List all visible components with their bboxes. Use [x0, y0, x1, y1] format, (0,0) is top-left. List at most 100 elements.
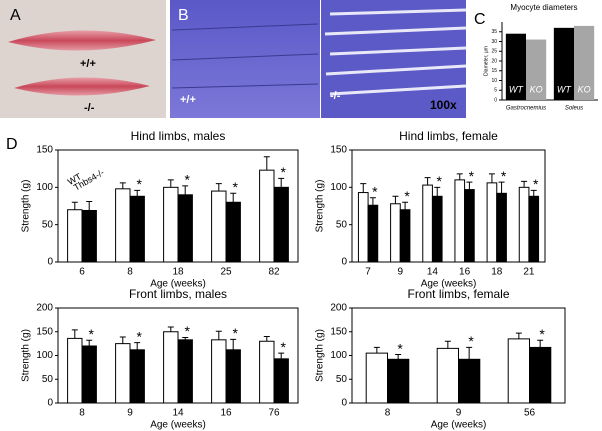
bar: [458, 358, 481, 404]
x-tick-label: 16: [220, 408, 232, 419]
y-tick-label: 20: [491, 58, 497, 64]
bar: [81, 209, 97, 263]
x-tick-label: 56: [524, 408, 536, 419]
significance-marker: *: [280, 339, 286, 355]
y-tick-label: 15: [491, 68, 497, 74]
bar: [436, 347, 460, 404]
significance-marker: *: [533, 176, 539, 192]
y-tick-label: 150: [36, 326, 53, 337]
bar: [211, 190, 227, 263]
bar: [505, 33, 526, 101]
bar: [507, 338, 531, 404]
x-tick-label: 8: [127, 267, 133, 278]
error-bar: [466, 346, 473, 360]
error-bar: [86, 201, 93, 211]
bar: [526, 39, 547, 100]
significance-marker: *: [404, 188, 410, 204]
y-tick-label: 200: [330, 303, 347, 314]
x-tick-label: 6: [79, 267, 85, 278]
x-tick-label: 9: [397, 267, 403, 278]
y-tick-label: 0: [47, 398, 53, 409]
error-bar: [498, 181, 505, 194]
bar: [273, 186, 289, 263]
error-bar: [373, 346, 380, 354]
x-tick-label: 21: [523, 267, 535, 278]
x-tick-label: Gastrocnemius: [506, 106, 546, 112]
bar: [367, 204, 379, 263]
y-tick-label: 30: [491, 39, 497, 45]
bar: [357, 192, 369, 263]
y-tick-label: 50: [42, 219, 54, 230]
error-bar: [86, 339, 93, 346]
y-tick-label: 50: [42, 374, 54, 385]
error-bar: [215, 330, 222, 340]
y-tick-label: 150: [330, 326, 347, 337]
y-tick-label: 25: [491, 49, 497, 55]
significance-marker: *: [184, 172, 190, 188]
chart-title: Myocyte diameters: [510, 3, 577, 12]
bar: [422, 184, 433, 263]
error-bar: [278, 352, 285, 359]
bar: [390, 203, 401, 263]
panel-label: D: [6, 136, 18, 153]
chart: Hind limbs, female 0 50 100 150 Strength (g) A…: [315, 129, 546, 290]
y-tick-label: 0: [494, 97, 497, 103]
significance-marker: *: [232, 325, 238, 341]
bar: [225, 349, 241, 404]
y-tick-label: 100: [330, 182, 347, 193]
y-axis-label: Diameter, µm: [483, 46, 489, 76]
bar: [211, 339, 227, 404]
genotype-label: -/-: [84, 102, 95, 114]
photo-background: [0, 0, 166, 118]
bar: [431, 195, 443, 263]
genotype-label: -/-: [330, 90, 341, 102]
significance-marker: *: [539, 326, 545, 342]
significance-marker: *: [501, 168, 507, 184]
error-bar: [263, 156, 270, 171]
x-tick-label: 8: [385, 408, 391, 419]
chart: Myocyte diameters 0 5 10 15 20 25 30 35 Diameter,…: [483, 3, 598, 112]
chart-title: Hind limbs, female: [399, 129, 498, 143]
bar: [553, 27, 574, 101]
error-bar: [521, 180, 528, 188]
bar: [529, 346, 552, 404]
muscle-ko: [14, 77, 150, 96]
error-bar: [530, 189, 537, 197]
bar: [528, 195, 540, 263]
bar: [387, 358, 410, 404]
x-tick-label: Soleus: [565, 106, 583, 112]
x-tick-label: 76: [268, 408, 280, 419]
x-axis-label: Age (weeks): [150, 279, 206, 290]
error-bar: [71, 329, 78, 339]
bar: [486, 182, 498, 263]
panel-label: A: [10, 7, 21, 24]
x-tick-label: 8: [79, 408, 85, 419]
error-bar: [230, 192, 237, 203]
error-bar: [119, 182, 126, 189]
x-tick-label: 16: [459, 267, 471, 278]
bar: [129, 349, 145, 404]
fibers: [324, 8, 467, 96]
y-tick-label: 0: [341, 398, 347, 409]
bar: [259, 169, 275, 263]
x-tick-label: 25: [220, 267, 232, 278]
bar: [129, 195, 145, 263]
error-bar: [215, 183, 222, 192]
y-tick-label: 150: [36, 145, 53, 156]
y-tick-label: 200: [36, 303, 53, 314]
error-bar: [230, 338, 237, 350]
chart-title: Front limbs, males: [129, 287, 227, 301]
significance-marker: *: [184, 323, 190, 339]
error-bar: [134, 189, 141, 197]
y-axis-label: Strength (g): [21, 180, 32, 233]
x-tick-label: 14: [427, 267, 439, 278]
error-bar: [119, 336, 126, 344]
chart: Front limbs, female 0 50 100 150 200 Strength …: [315, 287, 566, 431]
error-bar: [182, 336, 189, 340]
legend-entry: KO: [578, 84, 591, 94]
error-bar: [515, 332, 522, 339]
y-tick-label: 5: [494, 88, 497, 94]
bar: [518, 186, 530, 263]
error-bar: [456, 173, 463, 180]
significance-marker: *: [469, 168, 475, 184]
